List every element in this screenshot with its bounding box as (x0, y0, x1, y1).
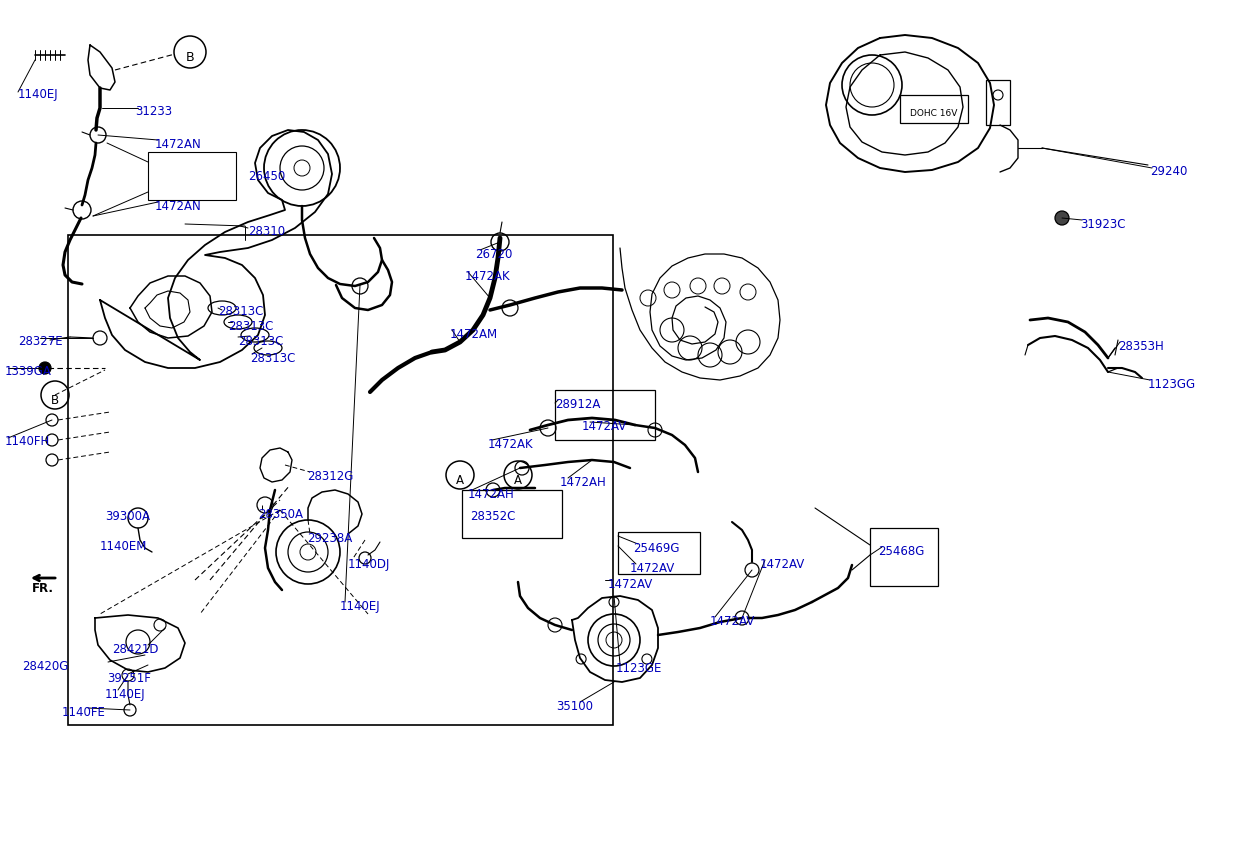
Bar (618, 532, 700, 574)
Text: 31233: 31233 (134, 105, 172, 118)
Text: 28310: 28310 (248, 225, 285, 238)
Bar (986, 80, 1010, 125)
Text: 28421D: 28421D (112, 643, 158, 656)
Text: 26720: 26720 (476, 248, 513, 261)
Text: 29238A: 29238A (308, 532, 352, 545)
Text: 1472AN: 1472AN (154, 200, 202, 213)
Text: A: A (514, 474, 522, 487)
Text: 1123GE: 1123GE (616, 662, 662, 675)
Text: 1472AH: 1472AH (468, 488, 514, 501)
Bar (555, 390, 655, 440)
Text: 1140FE: 1140FE (62, 706, 106, 719)
Text: 28313C: 28313C (238, 335, 284, 348)
Text: 1472AV: 1472AV (630, 562, 675, 575)
Text: 28352C: 28352C (471, 510, 515, 523)
Text: 25469G: 25469G (632, 542, 680, 555)
Text: 1140EJ: 1140EJ (340, 600, 381, 613)
Text: 1472AV: 1472AV (581, 420, 627, 433)
Text: 1472AV: 1472AV (759, 558, 806, 571)
Text: 1140FH: 1140FH (5, 435, 50, 448)
Text: 28420G: 28420G (22, 660, 68, 673)
Bar (148, 152, 237, 200)
Text: 28313C: 28313C (228, 320, 274, 333)
Bar (462, 490, 561, 538)
Text: 28350A: 28350A (258, 508, 303, 521)
Text: 1472AH: 1472AH (560, 476, 606, 489)
Text: 28353H: 28353H (1118, 340, 1164, 353)
Text: 1472AV: 1472AV (608, 578, 654, 591)
Text: FR.: FR. (32, 582, 54, 595)
Text: 1472AK: 1472AK (464, 270, 510, 283)
Text: 1472AV: 1472AV (710, 615, 756, 628)
Text: 29240: 29240 (1150, 165, 1188, 178)
Text: 1339GA: 1339GA (5, 365, 52, 378)
Text: 31923C: 31923C (1079, 218, 1125, 231)
Bar (68, 235, 613, 725)
Bar (870, 528, 937, 586)
Text: 1123GG: 1123GG (1148, 378, 1196, 391)
Text: 1472AK: 1472AK (488, 438, 534, 451)
Text: 1140DJ: 1140DJ (349, 558, 391, 571)
Text: 1140EJ: 1140EJ (105, 688, 146, 701)
Text: 1472AM: 1472AM (449, 328, 498, 341)
Bar (900, 95, 969, 123)
Text: 25468G: 25468G (878, 545, 924, 558)
Circle shape (1055, 211, 1069, 225)
Text: 28312G: 28312G (308, 470, 354, 483)
Text: 28912A: 28912A (555, 398, 600, 411)
Text: 28313C: 28313C (218, 305, 264, 318)
Text: 39251F: 39251F (107, 672, 151, 685)
Text: A: A (456, 474, 464, 487)
Text: B: B (51, 393, 59, 406)
Text: DOHC 16V: DOHC 16V (910, 109, 957, 118)
Text: B: B (186, 51, 194, 64)
Text: 1140EJ: 1140EJ (17, 88, 59, 101)
Text: 28327E: 28327E (17, 335, 62, 348)
Text: 39300A: 39300A (105, 510, 149, 523)
Text: 1472AN: 1472AN (154, 138, 202, 151)
Text: 35100: 35100 (557, 700, 593, 713)
Text: 28313C: 28313C (250, 352, 295, 365)
Text: 1140EM: 1140EM (100, 540, 147, 553)
Text: 26450: 26450 (248, 170, 285, 183)
Circle shape (39, 362, 51, 374)
